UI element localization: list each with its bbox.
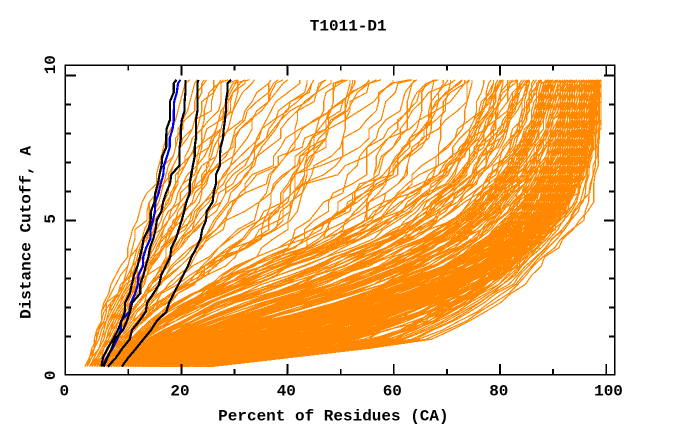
svg-text:20: 20 [170, 382, 189, 400]
svg-text:Percent of Residues (CA): Percent of Residues (CA) [218, 407, 448, 425]
svg-text:T1011-D1: T1011-D1 [310, 18, 387, 36]
svg-text:5: 5 [42, 214, 60, 224]
svg-text:10: 10 [42, 55, 60, 74]
svg-text:40: 40 [277, 382, 296, 400]
svg-text:100: 100 [594, 382, 623, 400]
svg-text:0: 0 [42, 370, 60, 380]
svg-text:0: 0 [59, 382, 69, 400]
svg-text:80: 80 [489, 382, 508, 400]
svg-text:60: 60 [383, 382, 402, 400]
svg-text:Distance Cutoff, A: Distance Cutoff, A [17, 146, 35, 319]
